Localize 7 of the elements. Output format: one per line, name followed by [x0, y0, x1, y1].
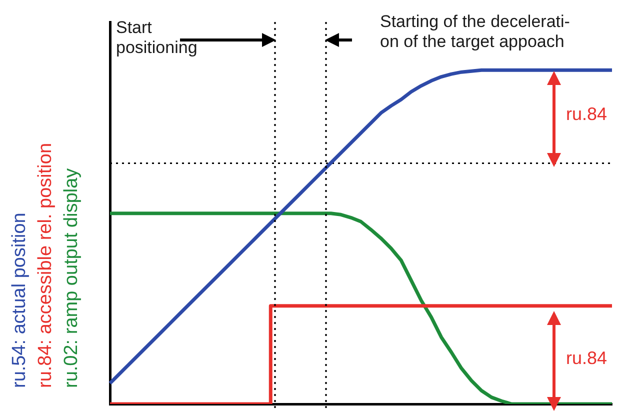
- text: ru.02: ramp output display: [60, 167, 83, 388]
- text: ru.84: accessible rel. position: [34, 142, 57, 388]
- text: Start positioning: [116, 18, 198, 58]
- annotation: ru.84: [566, 348, 608, 368]
- text: Starting of the decelerati- on of the target appoach: [380, 12, 570, 52]
- text: ru.54: actual position: [8, 212, 31, 388]
- annotation: ru.84: [566, 104, 608, 124]
